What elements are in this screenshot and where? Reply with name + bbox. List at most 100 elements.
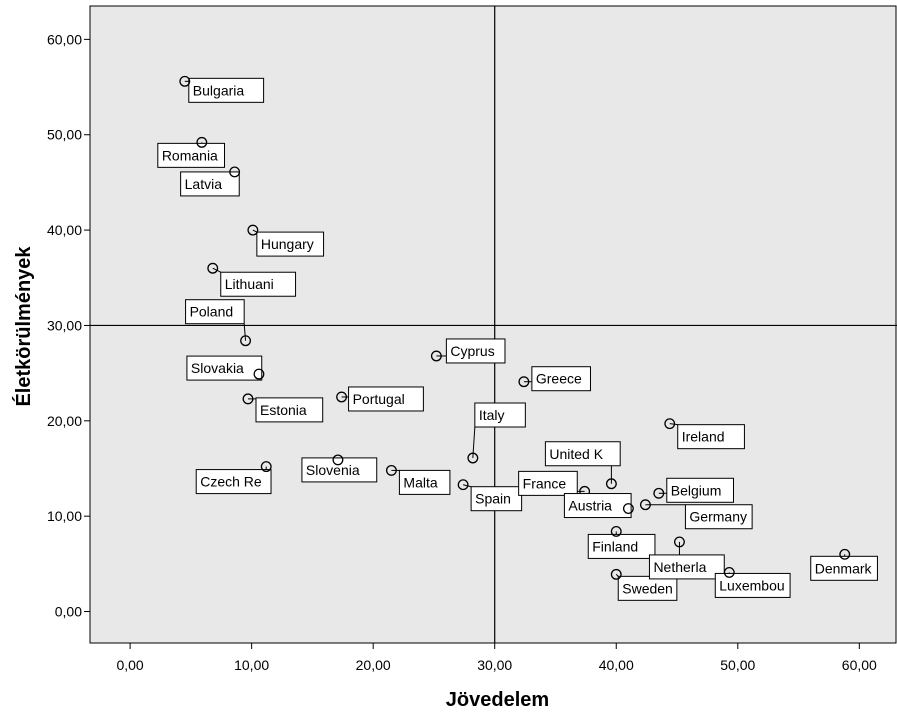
point-label-box — [677, 424, 745, 450]
y-tick-label: 40,00 — [47, 222, 82, 238]
data-point: Sweden — [610, 568, 678, 601]
point-marker — [260, 461, 272, 473]
point-marker — [196, 136, 208, 148]
point-label-box — [398, 469, 451, 495]
point-label: Finland — [592, 538, 638, 554]
point-label-box — [544, 441, 621, 467]
point-label: Malta — [403, 474, 437, 490]
plot-background — [89, 5, 897, 644]
point-label: Poland — [190, 304, 234, 320]
point-label-box — [188, 77, 265, 103]
point-marker — [467, 452, 479, 464]
y-tick-label: 20,00 — [47, 413, 82, 429]
point-marker — [653, 487, 665, 499]
point-label: Czech Re — [200, 474, 262, 490]
point-label: Sweden — [622, 580, 673, 596]
point-marker — [518, 376, 530, 388]
point-label: Estonia — [260, 402, 307, 418]
data-point: Netherla — [648, 536, 725, 580]
point-label: Portugal — [353, 391, 405, 407]
point-label-box — [445, 338, 506, 364]
y-tick-label: 10,00 — [47, 508, 82, 524]
data-point: Finland — [587, 525, 656, 559]
point-label: Denmark — [815, 560, 873, 576]
point-leader-line — [243, 323, 247, 341]
axes: 0,00 10,00 20,00 30,00 40,00 50,00 60,00 0,00 10… — [47, 31, 877, 673]
y-axis-title: Életkörülmények — [12, 246, 35, 407]
point-label: United K — [549, 446, 603, 462]
data-point: Czech Re — [195, 461, 272, 495]
point-label-box — [563, 493, 632, 519]
x-tick-label: 20,00 — [356, 657, 391, 673]
data-point: Denmark — [810, 548, 878, 581]
point-marker — [723, 566, 735, 578]
point-label-box — [256, 231, 325, 257]
data-points: Bulgaria Romania Latvia Hungary Lithuani Pola… — [157, 75, 878, 601]
point-marker — [242, 393, 254, 405]
point-marker — [229, 166, 241, 178]
point-label-box — [684, 504, 753, 530]
y-tick-label: 60,00 — [47, 31, 82, 47]
x-tick-label: 40,00 — [599, 657, 634, 673]
point-label-box — [180, 171, 240, 197]
y-tick-label: 50,00 — [47, 127, 82, 143]
data-point: Austria — [563, 493, 634, 519]
point-leader-line — [669, 423, 678, 426]
data-point: Romania — [157, 136, 226, 168]
y-tick-label: 30,00 — [47, 317, 82, 333]
point-label: Lithuani — [225, 276, 274, 292]
point-label-box — [470, 486, 523, 512]
data-point: Germany — [639, 499, 753, 530]
point-marker — [385, 464, 397, 476]
x-tick-label: 60,00 — [842, 657, 877, 673]
point-label: Belgium — [671, 482, 722, 498]
point-label: Latvia — [185, 176, 223, 192]
point-label: Romania — [162, 147, 218, 163]
point-label-box — [531, 366, 591, 392]
x-axis-title: Jövedelem — [446, 689, 549, 711]
point-label-box — [195, 469, 272, 495]
data-point: France — [518, 470, 591, 497]
point-marker — [179, 75, 191, 87]
data-point: Ireland — [664, 418, 745, 450]
point-label-box — [518, 470, 578, 496]
point-marker — [457, 479, 469, 491]
point-marker — [839, 548, 851, 560]
data-point: Luxembou — [714, 566, 791, 598]
point-label: France — [523, 475, 567, 491]
point-leader-line — [252, 229, 258, 233]
point-marker — [332, 454, 344, 466]
point-marker — [610, 525, 622, 537]
point-label-box — [255, 397, 324, 423]
point-label: Ireland — [682, 429, 725, 445]
point-leader-line — [462, 484, 472, 488]
x-tick-label: 30,00 — [477, 657, 512, 673]
point-label-box — [666, 477, 734, 503]
point-label-box — [474, 402, 526, 428]
point-marker — [610, 568, 622, 580]
point-marker — [253, 368, 265, 380]
point-marker — [605, 478, 617, 490]
point-label-box — [301, 457, 378, 483]
data-point: Lithuani — [207, 262, 297, 297]
data-point: Slovakia — [186, 355, 265, 381]
data-point: Poland — [185, 299, 252, 347]
data-point: Belgium — [653, 477, 734, 503]
point-label: Slovenia — [306, 462, 360, 478]
data-point: Italy — [467, 402, 526, 464]
point-label: Italy — [479, 407, 505, 423]
point-label: Netherla — [653, 559, 706, 575]
point-label: Luxembou — [719, 577, 784, 593]
x-tick-label: 50,00 — [720, 657, 755, 673]
point-label: Austria — [568, 498, 612, 514]
point-marker — [664, 418, 676, 430]
point-label-box — [587, 533, 656, 559]
point-label: Spain — [475, 491, 511, 507]
data-point: Slovenia — [301, 454, 378, 483]
x-tick-label: 0,00 — [116, 657, 143, 673]
point-label: Greece — [536, 371, 582, 387]
point-label: Germany — [689, 509, 747, 525]
point-marker — [622, 503, 634, 514]
